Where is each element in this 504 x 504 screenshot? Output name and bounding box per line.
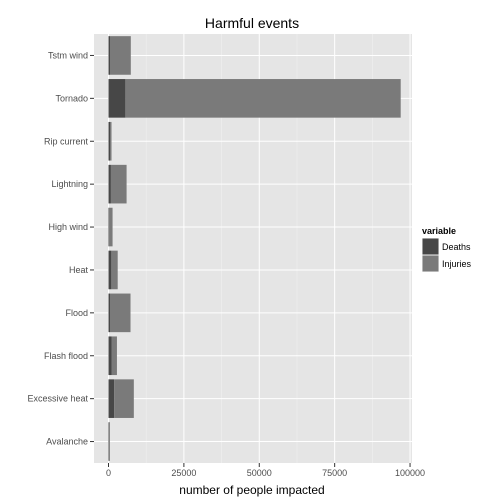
- y-tick-label: Tstm wind: [48, 50, 88, 60]
- x-tick-label: 50000: [247, 468, 272, 478]
- bar-deaths: [108, 250, 112, 290]
- bar-injuries: [109, 207, 113, 247]
- bars: [108, 36, 401, 461]
- bar-deaths: [108, 336, 112, 376]
- legend-key-deaths: [422, 238, 439, 255]
- bar-deaths: [108, 79, 126, 118]
- bar-deaths: [108, 121, 111, 161]
- x-tick-label: 25000: [171, 468, 196, 478]
- y-tick-label: Avalanche: [46, 437, 88, 447]
- bar-injuries: [114, 379, 134, 418]
- legend-key-injuries: [422, 255, 439, 272]
- x-tick-label: 0: [106, 468, 111, 478]
- y-tick-label: Flood: [65, 308, 88, 318]
- bar-deaths: [108, 164, 111, 204]
- y-tick-label: Heat: [69, 265, 89, 275]
- bar-deaths: [108, 293, 111, 333]
- bar-deaths: [108, 36, 111, 75]
- bar-injuries: [110, 121, 112, 161]
- bar-deaths: [108, 207, 110, 247]
- x-axis: 0 25000 50000 75000 100000: [106, 463, 425, 478]
- bar-deaths: [108, 379, 115, 418]
- legend-label-deaths: Deaths: [442, 242, 471, 252]
- bar-injuries: [109, 422, 110, 461]
- x-tick-label: 75000: [322, 468, 347, 478]
- bar-injuries: [111, 336, 117, 376]
- bar-injuries: [111, 250, 118, 290]
- legend-title: variable: [422, 226, 456, 236]
- bar-injuries: [110, 293, 131, 333]
- y-tick-label: Excessive heat: [27, 394, 88, 404]
- legend-label-injuries: Injuries: [442, 259, 472, 269]
- bar-injuries: [110, 36, 131, 75]
- chart-title: Harmful events: [205, 15, 299, 31]
- x-axis-label: number of people impacted: [179, 483, 324, 497]
- y-tick-label: Flash flood: [44, 351, 88, 361]
- x-tick-label: 100000: [395, 468, 425, 478]
- bar-injuries: [110, 164, 127, 204]
- y-tick-label: Rip current: [44, 136, 89, 146]
- legend: variable Deaths Injuries: [422, 226, 472, 272]
- y-axis: Avalanche Excessive heat Flash flood Flood H…: [27, 50, 94, 447]
- bar-injuries: [125, 79, 401, 118]
- y-tick-label: Tornado: [55, 93, 88, 103]
- y-tick-label: High wind: [48, 222, 88, 232]
- y-tick-label: Lightning: [51, 179, 88, 189]
- bar-deaths: [108, 422, 110, 461]
